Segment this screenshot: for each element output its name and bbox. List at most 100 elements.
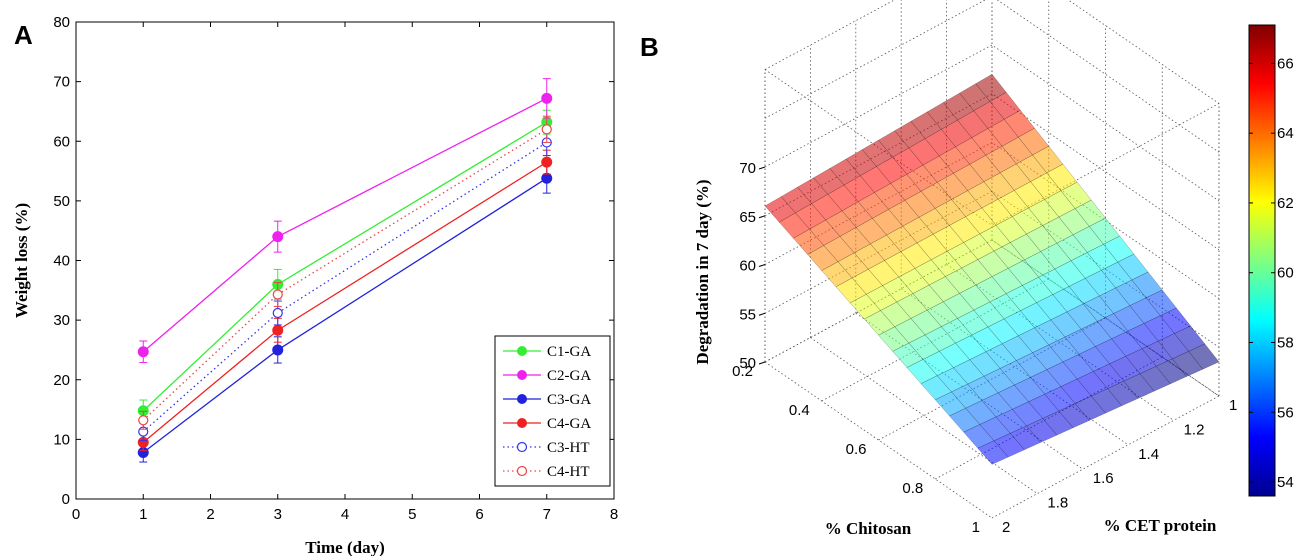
- chart-b-y-tick-label: 2: [1002, 519, 1010, 536]
- wall-gridline: [764, 0, 1220, 153]
- series-line: [142, 161, 548, 443]
- chart-b-x-tick-label: 0.8: [902, 480, 923, 497]
- colorbar-tick-label: 62: [1277, 195, 1294, 212]
- chart-a-y-tick-label: 80: [53, 14, 70, 31]
- legend-marker: [517, 418, 527, 428]
- panel-a-label: A: [14, 20, 33, 50]
- chart-a-y-tick-label: 10: [53, 431, 70, 448]
- colorbar-tick-label: 58: [1277, 334, 1294, 351]
- data-point: [272, 344, 284, 356]
- chart-a-x-tick-label: 8: [610, 506, 618, 523]
- chart-b-z-tick-label: 70: [739, 160, 756, 177]
- chart-b-x-axis-title: % Chitosan: [825, 519, 912, 538]
- colorbar: 54 56 58 60 62 64 66: [1248, 24, 1294, 497]
- chart-b-y-tick-label: 1: [1229, 397, 1237, 414]
- legend-label: C3-GA: [547, 392, 591, 408]
- data-point: [272, 307, 283, 319]
- chart-a-y-tick-label: 30: [53, 312, 70, 329]
- chart-a-y-tick-label: 20: [53, 372, 70, 389]
- data-point: [541, 92, 553, 104]
- chart-a-y-tick-label: 50: [53, 193, 70, 210]
- chart-a-y-tick-label: 70: [53, 74, 70, 91]
- chart-a-x-axis-title: Time (day): [305, 538, 385, 556]
- chart-a-x-tick-label: 7: [543, 506, 551, 523]
- colorbar-tick-label: 56: [1277, 404, 1294, 421]
- data-point: [138, 415, 149, 426]
- chart-b-z-tick-label: 65: [739, 209, 756, 226]
- data-point: [272, 324, 284, 336]
- chart-b-x-tick-label: 0.4: [789, 402, 810, 419]
- chart-b-z-tick-mark: [758, 361, 766, 365]
- chart-b-z-tick-label: 60: [739, 258, 756, 275]
- wall-gridline: [764, 0, 1220, 104]
- chart-a-y-tick-label: 0: [62, 491, 70, 508]
- series-line: [142, 97, 548, 353]
- chart-b-y-tick-label: 1.8: [1047, 495, 1068, 512]
- chart-b-z-tick-mark: [758, 264, 766, 267]
- series-line: [142, 121, 548, 412]
- chart-a-x-tick-label: 0: [72, 506, 80, 523]
- data-point: [272, 289, 283, 300]
- series-line: [142, 128, 548, 421]
- legend-marker: [517, 346, 527, 356]
- chart-a-x-tick-label: 6: [475, 506, 483, 523]
- colorbar-gradient: [1248, 24, 1276, 497]
- degradation-surface-chart: 50 55 60 65 70 0.2 0.4 0.6 0.8 1 1 1.2 1.4 1.6 1.8 2 De…: [693, 0, 1294, 538]
- chart-b-y-axis-title: % CET protein: [1104, 516, 1217, 535]
- colorbar-tick-label: 60: [1277, 265, 1294, 282]
- chart-b-z-axis-title: Degradation in 7 day (%): [693, 179, 712, 364]
- series-c3-ga: [137, 162, 553, 463]
- legend-marker: [517, 394, 527, 404]
- legend-marker: [516, 441, 528, 453]
- chart-a-x-tick-label: 5: [408, 506, 416, 523]
- chart-b-y-tick-label: 1.2: [1184, 421, 1205, 438]
- chart-b-x-tick-label: 0.6: [846, 441, 867, 458]
- legend-label: C4-GA: [547, 416, 591, 432]
- colorbar-tick-label: 66: [1277, 55, 1294, 72]
- series-c2-ga: [137, 78, 553, 363]
- series-c4-ga: [137, 149, 553, 452]
- data-point: [137, 346, 149, 358]
- series-c1-ga: [137, 109, 553, 422]
- legend-marker: [516, 465, 528, 477]
- legend-marker: [517, 370, 527, 380]
- chart-b-surface: [764, 73, 1220, 465]
- chart-b-ticks: 50 55 60 65 70 0.2 0.4 0.6 0.8 1 1 1.2 1.4 1.6 1.8 2: [732, 160, 1237, 536]
- chart-b-z-tick-mark: [758, 166, 766, 170]
- colorbar-tick-label: 54: [1277, 474, 1294, 491]
- chart-a-legend: C1-GA C2-GA C3-GA C4-GA C3-HT C4-HT: [494, 335, 611, 487]
- legend-label: C2-GA: [547, 368, 591, 384]
- series-c4-ht: [138, 115, 552, 430]
- chart-a-x-tick-label: 1: [139, 506, 147, 523]
- chart-a-y-axis-title: Weight loss (%): [12, 203, 31, 318]
- chart-a-x-tick-label: 3: [274, 506, 282, 523]
- panel-b-label: B: [640, 32, 659, 62]
- data-point: [272, 231, 284, 243]
- floor-gridline: [991, 395, 1220, 519]
- wall-gridline: [764, 142, 1220, 299]
- chart-a-series: [137, 78, 553, 463]
- colorbar-tick-label: 64: [1277, 125, 1294, 142]
- chart-b-y-tick-label: 1.4: [1138, 446, 1159, 463]
- series-line: [142, 177, 548, 454]
- chart-a-y-tick-label: 60: [53, 133, 70, 150]
- surface-patch: [977, 440, 1009, 465]
- chart-a-x-tick-label: 4: [341, 506, 349, 523]
- legend-label: C1-GA: [547, 344, 591, 360]
- chart-b-z-tick-label: 55: [739, 306, 756, 323]
- chart-b-x-tick-label: 0.2: [732, 363, 753, 380]
- chart-b-x-tick-label: 1: [972, 519, 980, 536]
- data-point: [541, 156, 553, 168]
- chart-b-z-tick-label: 50: [739, 355, 756, 372]
- chart-b-z-tick-mark: [758, 312, 766, 316]
- legend-label: C3-HT: [547, 440, 590, 456]
- chart-a-x-tick-label: 2: [206, 506, 214, 523]
- data-point: [541, 172, 553, 184]
- chart-b-z-tick-mark: [758, 215, 766, 219]
- legend-label: C4-HT: [547, 464, 590, 480]
- wall-gridline: [764, 44, 1220, 202]
- data-point: [541, 124, 552, 135]
